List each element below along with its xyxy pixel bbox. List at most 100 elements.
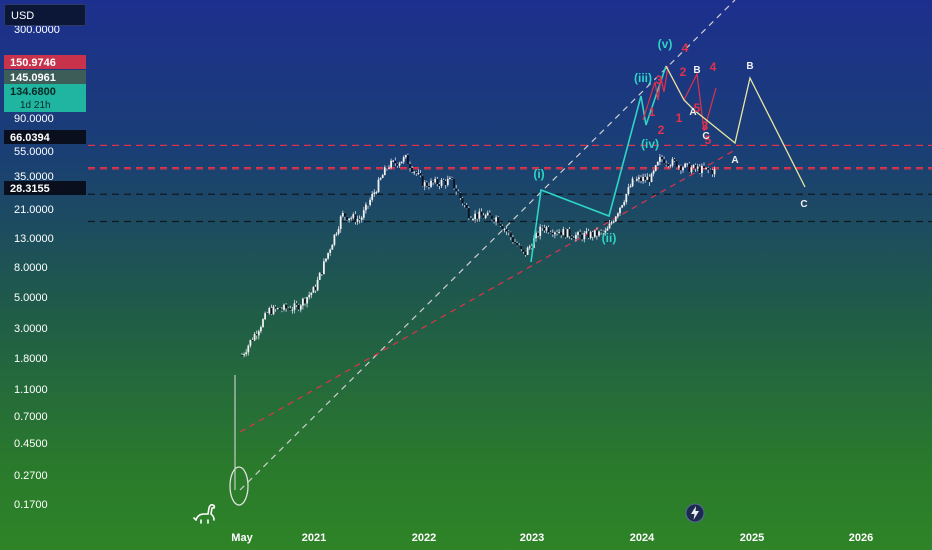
candle-body [486, 212, 489, 216]
candle-body [344, 212, 346, 217]
candle-body [614, 216, 617, 222]
candle-body [600, 231, 602, 233]
candle-body [367, 204, 369, 206]
candle-body [304, 298, 306, 304]
y-tick-label: 35.0000 [14, 171, 54, 183]
red-wave-label: 1 [676, 111, 683, 125]
candle-body [495, 217, 497, 222]
candle-body [404, 155, 407, 158]
candle-body [512, 237, 514, 243]
candle-body [287, 308, 290, 310]
cyan-impulse-path [530, 65, 667, 263]
price-badge-countdown: 1d 21h [20, 100, 51, 111]
candle-body [295, 303, 298, 305]
candle-body [551, 232, 554, 235]
candle-body [306, 297, 308, 304]
candle-body [562, 229, 565, 236]
candle-body [648, 176, 651, 182]
candle-body [537, 232, 539, 236]
candle-body [598, 231, 600, 236]
candle-body [650, 173, 653, 182]
candle-body [518, 245, 521, 247]
candle-body [396, 163, 399, 166]
candle-body [680, 165, 682, 171]
candle-body [667, 163, 670, 166]
candle-body [341, 212, 344, 217]
red-wave-label: 3 [702, 119, 709, 133]
candle-body [696, 166, 699, 169]
candle-body [669, 165, 672, 167]
red-subwave-path-1 [642, 65, 669, 121]
candle-body [505, 228, 508, 232]
price-axis[interactable]: 300.0000 90.0000 55.0000 35.0000 21.0000 13.0… [14, 24, 60, 511]
candle-body [663, 159, 665, 164]
price-badge [4, 181, 86, 195]
candle-body [631, 178, 634, 187]
candle-body [665, 163, 668, 165]
red-wave-label: 5 [694, 101, 701, 115]
candle-body [270, 308, 273, 315]
candle-body [371, 193, 374, 200]
candle-body [476, 213, 479, 219]
candle-body [415, 171, 418, 174]
candle-body [482, 215, 485, 218]
candle-body [608, 223, 611, 229]
price-badge [4, 55, 86, 69]
candle-body [417, 173, 420, 175]
red-wave-label: 5 [705, 133, 712, 147]
candle-body [440, 179, 443, 186]
candle-body [654, 165, 657, 171]
white-wave-label: C [800, 199, 807, 210]
candle-body [686, 163, 689, 165]
candle-body [709, 169, 712, 171]
cyan-wave-label: (iv) [641, 137, 659, 151]
candle-body [327, 252, 329, 259]
currency-button[interactable]: USD [4, 4, 86, 26]
candle-body [430, 180, 432, 187]
candle-body [425, 182, 428, 186]
white-wave-label: A [689, 107, 696, 118]
candle-body [411, 167, 413, 172]
candle-body [621, 205, 623, 208]
x-tick-label: 2025 [740, 532, 764, 544]
candle-body [453, 178, 455, 189]
candle-body [707, 167, 710, 170]
candle-body [591, 232, 594, 237]
candle-body [274, 306, 277, 309]
cyan-wave-label: (iii) [634, 71, 652, 85]
candle-body [596, 230, 598, 236]
candle-body [703, 165, 705, 169]
candle-body [467, 208, 470, 219]
candle-body [285, 304, 287, 309]
candle-body [543, 227, 546, 231]
candle-body [589, 232, 592, 239]
cyan-wave-label: (v) [658, 37, 673, 51]
candle-body [493, 219, 495, 222]
candle-body [373, 192, 376, 194]
candle-body [501, 225, 504, 229]
candle-body [625, 194, 628, 203]
candle-body [449, 177, 451, 180]
candle-body [245, 352, 248, 355]
candle-body [379, 177, 382, 180]
candle-body [497, 217, 500, 224]
candle-body [312, 286, 315, 293]
candle-body [564, 229, 567, 238]
candle-body [339, 216, 342, 229]
candle-body [644, 176, 647, 180]
candle-body [442, 179, 445, 181]
candle-body [428, 185, 430, 187]
candle-body [701, 165, 703, 174]
red-wave-label: 2 [658, 123, 665, 137]
time-axis[interactable]: May 2021 2022 2023 2024 2025 2026 [231, 532, 873, 544]
candle-body [604, 230, 607, 233]
candle-body [266, 313, 269, 315]
candle-body [457, 191, 460, 193]
candle-body [241, 355, 243, 357]
candle-body [646, 176, 649, 180]
candlesticks [234, 153, 716, 490]
red-wave-label: 4 [682, 41, 689, 55]
candle-body [530, 246, 533, 248]
lightning-icon[interactable] [685, 503, 705, 523]
